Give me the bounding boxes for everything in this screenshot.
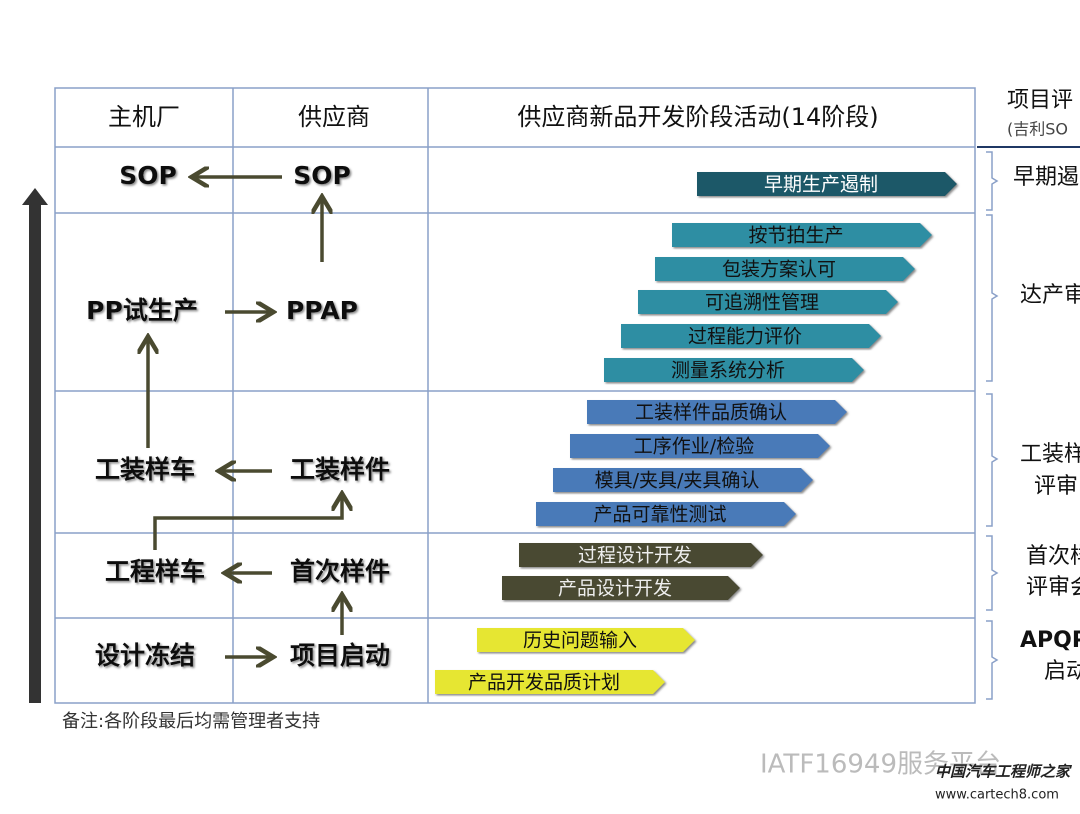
review-item: 早期遏 — [1013, 165, 1079, 190]
review-item: 工装样 — [1020, 442, 1080, 467]
activity-arrow — [435, 670, 665, 694]
flow-node: PPAP — [286, 296, 358, 325]
activity-label: 工序作业/检验 — [634, 436, 754, 458]
timeline-arrow — [22, 188, 48, 703]
review-item: 启动 — [1044, 659, 1080, 684]
activity-arrow — [587, 400, 847, 424]
activity-label: 产品开发品质计划 — [468, 672, 620, 694]
activity-arrow — [536, 502, 796, 526]
note: 备注:各阶段最后均需管理者支持 — [62, 711, 320, 732]
activity-arrow — [655, 257, 915, 281]
flow-node: 首次样件 — [290, 557, 390, 586]
review-item: 评审 — [1034, 474, 1078, 499]
activity-arrow — [477, 628, 695, 652]
activity-arrow — [519, 543, 763, 567]
activity-label: 工装样件品质确认 — [635, 402, 787, 424]
activity-arrow — [570, 434, 830, 458]
activity-arrow — [502, 576, 740, 600]
flow-node: 项目启动 — [290, 641, 390, 670]
table-grid — [54, 87, 976, 704]
activity-arrow — [553, 468, 813, 492]
review-brackets — [986, 151, 999, 700]
site-url: www.cartech8.com — [935, 788, 1059, 803]
watermark: IATF16949服务平台 — [760, 750, 1001, 780]
review-item: APQP — [1020, 628, 1080, 653]
flow-node: SOP — [293, 161, 351, 190]
activity-arrow — [604, 358, 864, 382]
flow-node: 工程样车 — [105, 557, 205, 586]
activity-label: 过程设计开发 — [578, 545, 692, 567]
site-name: 中国汽车工程师之家 — [935, 763, 1073, 781]
review-title: 项目评 — [1007, 88, 1073, 113]
column-header: 供应商 — [298, 103, 370, 131]
activity-label: 产品可靠性测试 — [593, 504, 726, 526]
flow-node: SOP — [119, 161, 177, 190]
review-subtitle: (吉利SO — [1007, 120, 1068, 139]
activity-label: 历史问题输入 — [523, 630, 637, 652]
flow-node: 工装样件 — [290, 455, 390, 484]
activity-arrow — [672, 223, 932, 247]
activity-label: 早期生产遏制 — [764, 174, 878, 196]
activity-label: 过程能力评价 — [688, 326, 802, 348]
review-item: 评审会 — [1026, 575, 1080, 600]
activity-label: 包装方案认可 — [722, 259, 836, 281]
flow-node: 设计冻结 — [95, 641, 195, 670]
activity-label: 模具/夹具/夹具确认 — [595, 470, 760, 492]
review-item: 首次样 — [1026, 544, 1080, 569]
activity-label: 产品设计开发 — [558, 578, 672, 600]
flow-arrows — [148, 177, 342, 657]
column-header: 主机厂 — [108, 103, 180, 131]
activity-arrow — [697, 172, 957, 196]
column-header: 供应商新品开发阶段活动(14阶段) — [517, 103, 878, 131]
activity-arrow — [638, 290, 898, 314]
flow-node: PP试生产 — [86, 296, 198, 325]
activity-arrow — [621, 324, 881, 348]
activity-label: 按节拍生产 — [748, 225, 843, 247]
activity-label: 可追溯性管理 — [705, 292, 819, 314]
review-item: 达产审 — [1020, 283, 1080, 308]
activity-label: 测量系统分析 — [671, 360, 785, 382]
flow-node: 工装样车 — [95, 455, 195, 484]
